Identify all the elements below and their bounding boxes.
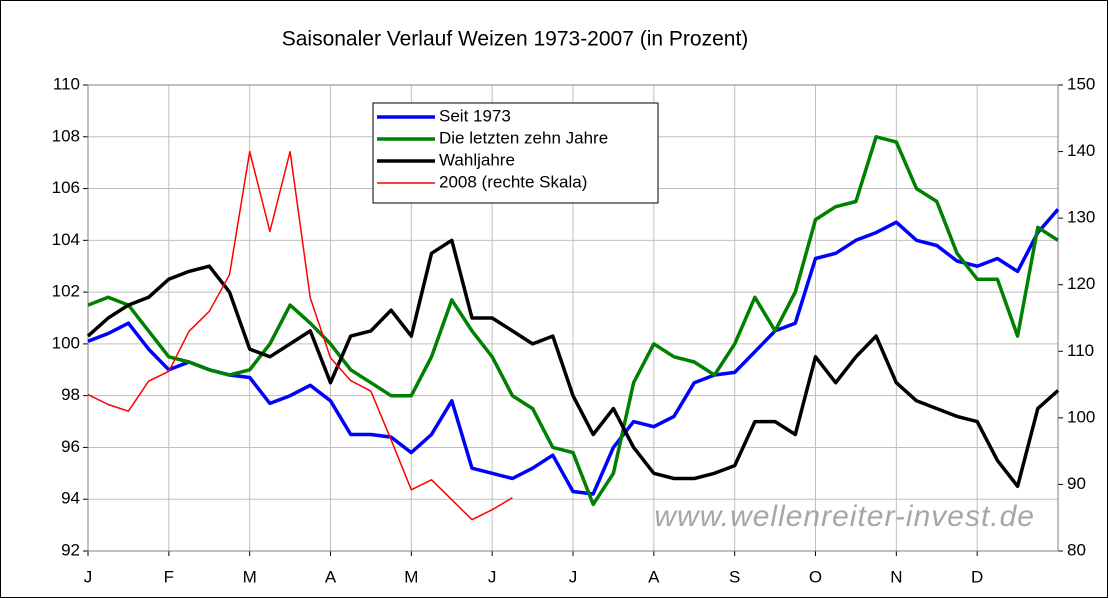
series-line — [87, 150, 513, 521]
x-tick-label: J — [569, 567, 578, 586]
series-line — [87, 208, 1060, 496]
y-tick-label: 110 — [53, 74, 80, 93]
series-line — [86, 238, 1060, 489]
legend-label: Seit 1973 — [439, 106, 511, 125]
y2-tick-label: 130 — [1067, 208, 1095, 227]
legend-box — [372, 102, 659, 204]
x-tick-label: F — [164, 567, 174, 586]
x-tick-label: M — [404, 567, 418, 586]
x-tick-label: J — [84, 567, 93, 586]
legend-label: Die letzten zehn Jahre — [439, 128, 608, 147]
y-tick-label: 104 — [52, 230, 80, 249]
y2-tick-label: 100 — [1067, 407, 1095, 426]
plot-area — [87, 84, 1059, 552]
y2-tick-label: 80 — [1067, 540, 1086, 559]
y-tick-label: 96 — [61, 437, 80, 456]
y-tick-label: 108 — [52, 126, 80, 145]
x-tick-label: N — [890, 567, 902, 586]
x-tick-label: A — [325, 567, 337, 586]
legend-label: 2008 (rechte Skala) — [439, 172, 587, 191]
y-tick-label: 100 — [52, 333, 80, 352]
x-tick-label: J — [488, 567, 497, 586]
y-tick-label: 92 — [61, 540, 80, 559]
y-tick-label: 94 — [61, 489, 80, 508]
series-line — [87, 135, 1059, 507]
x-tick-label: D — [971, 567, 983, 586]
y-tick-label: 102 — [52, 282, 80, 301]
x-tick-label: S — [729, 567, 740, 586]
y2-tick-label: 90 — [1067, 474, 1086, 493]
x-tick-label: A — [648, 567, 660, 586]
x-tick-label: M — [243, 567, 257, 586]
y2-tick-label: 150 — [1067, 74, 1095, 93]
x-tick-label: O — [809, 567, 822, 586]
chart-title: Saisonaler Verlauf Weizen 1973-2007 (in … — [282, 28, 749, 51]
y-tick-label: 106 — [52, 178, 80, 197]
y2-tick-label: 110 — [1067, 341, 1094, 360]
y2-tick-label: 120 — [1067, 274, 1095, 293]
y-tick-label: 98 — [61, 385, 80, 404]
y2-tick-label: 140 — [1067, 141, 1095, 160]
legend-label: Wahljahre — [439, 150, 515, 169]
watermark: www.wellenreiter-invest.de — [654, 500, 1035, 533]
